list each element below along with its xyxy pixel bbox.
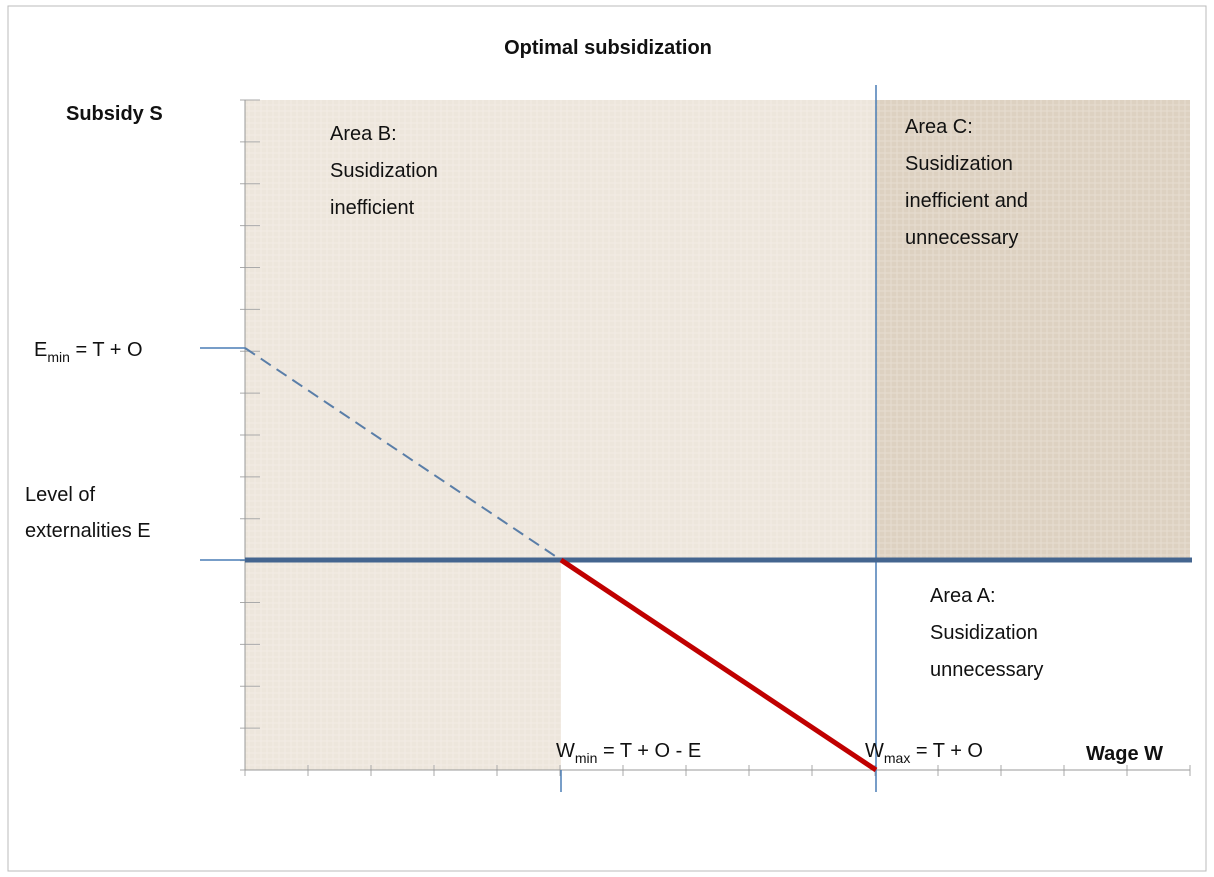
area-label-line: inefficient — [330, 197, 415, 219]
dashed-line — [244, 347, 562, 561]
area-label-line: Susidization — [905, 153, 1013, 175]
area-label-line: Susidization — [930, 622, 1038, 644]
title: Optimal subsidization — [504, 37, 712, 59]
x-axis-label: Wage W — [1086, 743, 1163, 765]
y-axis-label: Subsidy S — [66, 103, 163, 125]
area-label-line: unnecessary — [930, 659, 1043, 681]
area-label-line: Area B: — [330, 123, 397, 145]
area-label-line: Area A: — [930, 585, 996, 607]
area-label-line: Area C: — [905, 116, 973, 138]
wmax-label: Wmax = T + O — [865, 740, 983, 766]
area-label-line: unnecessary — [905, 227, 1018, 249]
emin-label: Emin = T + O — [34, 339, 143, 365]
wmin-label: Wmin = T + O - E — [556, 740, 701, 766]
externalities-label-2: externalities E — [25, 520, 151, 542]
optimal-subsidy-line — [559, 557, 878, 773]
area-label-line: Susidization — [330, 160, 438, 182]
area-label-line: inefficient and — [905, 190, 1028, 212]
area-labels: Area B: Susidization inefficient Area C: Sus… — [330, 116, 1043, 681]
externalities-label-1: Level of — [25, 484, 95, 506]
